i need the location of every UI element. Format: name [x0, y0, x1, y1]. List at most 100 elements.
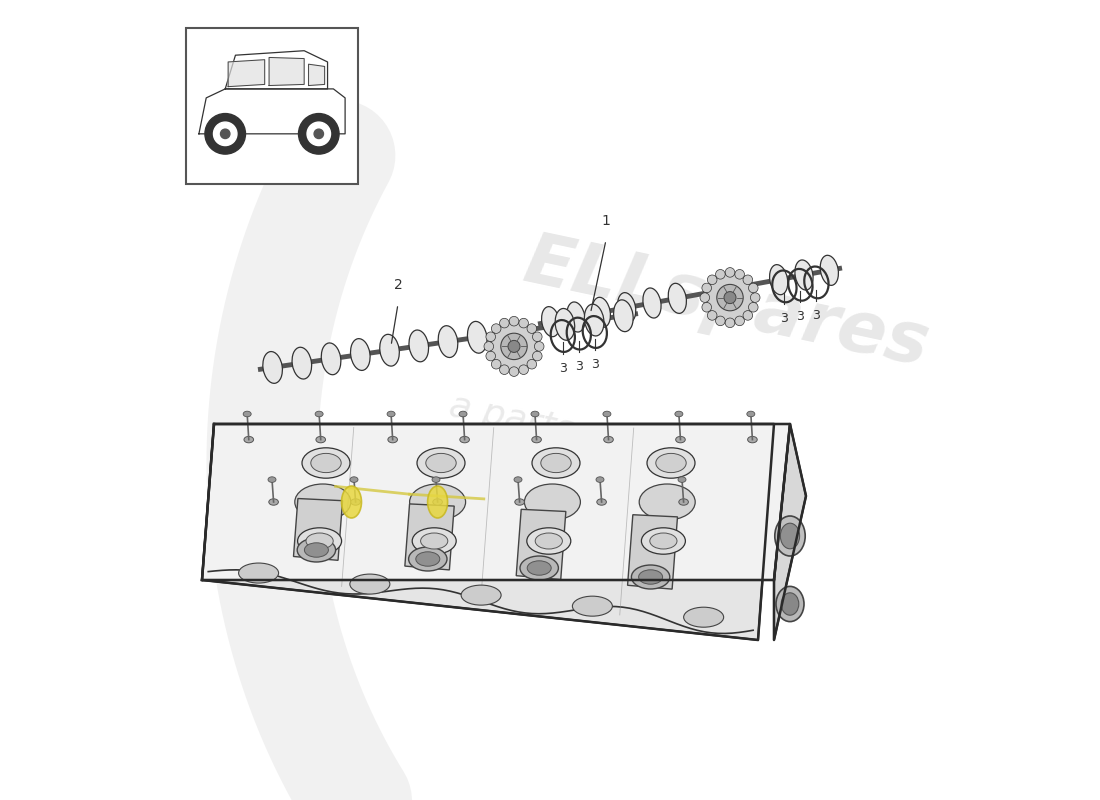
Circle shape [706, 274, 754, 322]
Circle shape [716, 316, 725, 326]
Ellipse shape [302, 448, 350, 478]
Circle shape [725, 267, 735, 277]
Ellipse shape [541, 454, 571, 473]
Ellipse shape [647, 448, 695, 478]
Polygon shape [405, 504, 454, 570]
Ellipse shape [244, 437, 254, 442]
Ellipse shape [315, 411, 323, 417]
Polygon shape [308, 64, 324, 86]
Ellipse shape [556, 309, 574, 340]
Ellipse shape [263, 351, 283, 383]
Ellipse shape [781, 593, 799, 615]
Circle shape [532, 351, 542, 361]
Circle shape [716, 270, 725, 279]
Ellipse shape [675, 411, 683, 417]
Bar [186, 28, 358, 184]
Ellipse shape [420, 533, 448, 549]
Ellipse shape [683, 607, 724, 627]
Ellipse shape [531, 411, 539, 417]
Polygon shape [202, 424, 790, 580]
Circle shape [205, 114, 245, 154]
Ellipse shape [642, 288, 661, 318]
Ellipse shape [631, 565, 670, 589]
Ellipse shape [603, 411, 611, 417]
Ellipse shape [387, 411, 395, 417]
Ellipse shape [514, 477, 522, 482]
Ellipse shape [426, 454, 456, 473]
Text: 3: 3 [781, 312, 789, 325]
Circle shape [527, 359, 537, 369]
Ellipse shape [311, 454, 341, 473]
Circle shape [700, 293, 710, 302]
Ellipse shape [780, 523, 800, 549]
Ellipse shape [409, 484, 465, 520]
Ellipse shape [351, 499, 361, 506]
Polygon shape [628, 514, 678, 589]
Polygon shape [228, 60, 265, 86]
Circle shape [509, 366, 519, 377]
Ellipse shape [306, 533, 333, 549]
Circle shape [492, 324, 500, 334]
Ellipse shape [770, 265, 788, 294]
Ellipse shape [388, 437, 397, 442]
Text: 3: 3 [575, 360, 583, 373]
Circle shape [702, 302, 712, 312]
Circle shape [748, 283, 758, 293]
Ellipse shape [525, 484, 581, 520]
Circle shape [717, 284, 744, 310]
Ellipse shape [639, 570, 662, 584]
Ellipse shape [351, 338, 370, 370]
Ellipse shape [572, 596, 613, 616]
Polygon shape [199, 89, 345, 134]
Ellipse shape [461, 585, 502, 605]
Ellipse shape [520, 556, 559, 580]
Circle shape [298, 114, 339, 154]
Ellipse shape [417, 448, 465, 478]
Polygon shape [202, 424, 774, 640]
Ellipse shape [614, 300, 634, 332]
Ellipse shape [239, 563, 278, 583]
Ellipse shape [341, 486, 362, 518]
Circle shape [500, 334, 527, 360]
Ellipse shape [460, 437, 470, 442]
Text: 3: 3 [559, 362, 566, 374]
Ellipse shape [669, 283, 686, 314]
Polygon shape [294, 498, 342, 560]
Ellipse shape [428, 486, 448, 518]
Ellipse shape [305, 542, 329, 557]
Text: 1: 1 [602, 214, 610, 228]
Ellipse shape [243, 411, 251, 417]
Ellipse shape [268, 499, 278, 506]
Ellipse shape [416, 552, 440, 566]
Circle shape [742, 275, 752, 285]
Ellipse shape [656, 454, 686, 473]
Circle shape [535, 342, 544, 351]
Circle shape [725, 318, 735, 328]
Ellipse shape [350, 574, 389, 594]
Circle shape [307, 122, 330, 146]
Ellipse shape [748, 437, 757, 442]
Circle shape [486, 351, 495, 361]
Ellipse shape [409, 330, 429, 362]
Text: a parts since 1985: a parts since 1985 [447, 389, 782, 491]
Ellipse shape [295, 484, 351, 520]
Ellipse shape [432, 477, 440, 482]
Text: 3: 3 [591, 358, 598, 371]
Polygon shape [774, 424, 806, 640]
Ellipse shape [432, 499, 442, 506]
Circle shape [702, 283, 712, 293]
Circle shape [735, 316, 745, 326]
Ellipse shape [532, 448, 580, 478]
Ellipse shape [321, 343, 341, 374]
Ellipse shape [597, 499, 606, 506]
Circle shape [508, 341, 520, 352]
Circle shape [735, 270, 745, 279]
Ellipse shape [566, 302, 585, 332]
Circle shape [499, 365, 509, 374]
Text: 2: 2 [394, 278, 403, 292]
Ellipse shape [617, 293, 636, 322]
Ellipse shape [527, 528, 571, 554]
Ellipse shape [641, 528, 685, 554]
Ellipse shape [541, 306, 560, 337]
Ellipse shape [596, 477, 604, 482]
